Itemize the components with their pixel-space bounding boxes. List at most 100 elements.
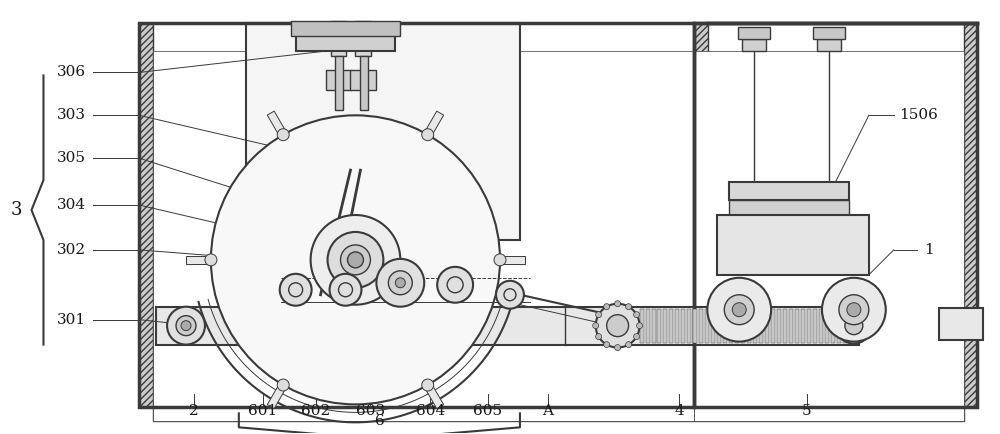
Bar: [694, 394, 964, 408]
Bar: [681, 309, 685, 342]
Polygon shape: [426, 111, 444, 134]
Circle shape: [845, 317, 863, 335]
Circle shape: [347, 252, 363, 268]
Bar: [663, 309, 667, 342]
Circle shape: [376, 259, 424, 307]
Polygon shape: [503, 256, 525, 264]
Bar: [729, 182, 849, 200]
Text: 6: 6: [375, 414, 384, 428]
Text: 601: 601: [248, 404, 277, 418]
Circle shape: [422, 379, 434, 391]
Bar: [831, 309, 835, 342]
Circle shape: [277, 379, 289, 391]
Bar: [717, 309, 721, 342]
Bar: [783, 309, 787, 342]
Circle shape: [437, 267, 473, 303]
Circle shape: [724, 295, 754, 325]
Circle shape: [847, 303, 861, 317]
Bar: [837, 309, 841, 342]
Circle shape: [637, 322, 643, 329]
Bar: [738, 26, 770, 39]
Circle shape: [330, 274, 361, 306]
Bar: [825, 309, 829, 342]
Circle shape: [167, 307, 205, 345]
Bar: [687, 309, 691, 342]
Circle shape: [604, 342, 610, 348]
Circle shape: [615, 345, 621, 351]
Text: 1506: 1506: [899, 108, 938, 122]
Circle shape: [277, 129, 289, 141]
Circle shape: [311, 215, 400, 305]
Circle shape: [328, 232, 383, 288]
Circle shape: [626, 342, 632, 348]
Bar: [350, 70, 376, 90]
Bar: [246, 23, 520, 240]
Bar: [777, 309, 781, 342]
Bar: [807, 309, 811, 342]
Circle shape: [634, 334, 640, 340]
Bar: [153, 408, 694, 421]
Bar: [139, 23, 153, 408]
Circle shape: [181, 321, 191, 331]
Bar: [759, 309, 763, 342]
Polygon shape: [267, 386, 285, 408]
Text: 604: 604: [416, 404, 445, 418]
Text: 3: 3: [11, 201, 22, 219]
Text: 301: 301: [57, 312, 86, 327]
Bar: [355, 21, 371, 56]
Text: 2: 2: [189, 404, 199, 418]
Circle shape: [634, 312, 640, 318]
Bar: [693, 309, 697, 342]
Bar: [652, 309, 656, 342]
Bar: [331, 21, 346, 56]
Bar: [729, 200, 849, 220]
Text: 306: 306: [57, 66, 86, 79]
Bar: [747, 309, 751, 342]
Circle shape: [596, 312, 602, 318]
Bar: [789, 309, 793, 342]
Circle shape: [732, 303, 746, 317]
Circle shape: [596, 334, 602, 340]
Polygon shape: [267, 111, 285, 134]
Bar: [675, 309, 679, 342]
Circle shape: [211, 115, 500, 404]
Bar: [153, 50, 694, 421]
Bar: [657, 309, 661, 342]
Bar: [753, 309, 757, 342]
Bar: [705, 309, 709, 342]
Text: 603: 603: [356, 404, 385, 418]
Bar: [694, 50, 964, 421]
Bar: [669, 309, 673, 342]
Bar: [711, 309, 715, 342]
Bar: [742, 39, 766, 50]
Bar: [326, 70, 351, 90]
Bar: [964, 23, 977, 408]
Bar: [819, 309, 823, 342]
Circle shape: [280, 274, 312, 306]
Circle shape: [205, 254, 217, 266]
Text: 304: 304: [57, 198, 86, 212]
Text: 5: 5: [802, 404, 812, 418]
Circle shape: [707, 278, 771, 342]
Circle shape: [422, 129, 434, 141]
Bar: [694, 23, 977, 408]
Text: 1: 1: [924, 243, 933, 257]
Bar: [723, 309, 727, 342]
Bar: [717, 215, 869, 275]
Circle shape: [607, 315, 629, 337]
Bar: [729, 309, 733, 342]
Circle shape: [626, 304, 632, 309]
Bar: [699, 309, 703, 342]
Bar: [771, 309, 775, 342]
Circle shape: [839, 295, 869, 325]
Bar: [291, 21, 400, 36]
Bar: [335, 56, 343, 110]
Bar: [813, 26, 845, 39]
Circle shape: [604, 304, 610, 309]
Bar: [817, 39, 841, 50]
Circle shape: [822, 278, 886, 342]
Circle shape: [388, 271, 412, 295]
Bar: [694, 23, 708, 408]
Circle shape: [496, 281, 524, 309]
Circle shape: [615, 301, 621, 307]
